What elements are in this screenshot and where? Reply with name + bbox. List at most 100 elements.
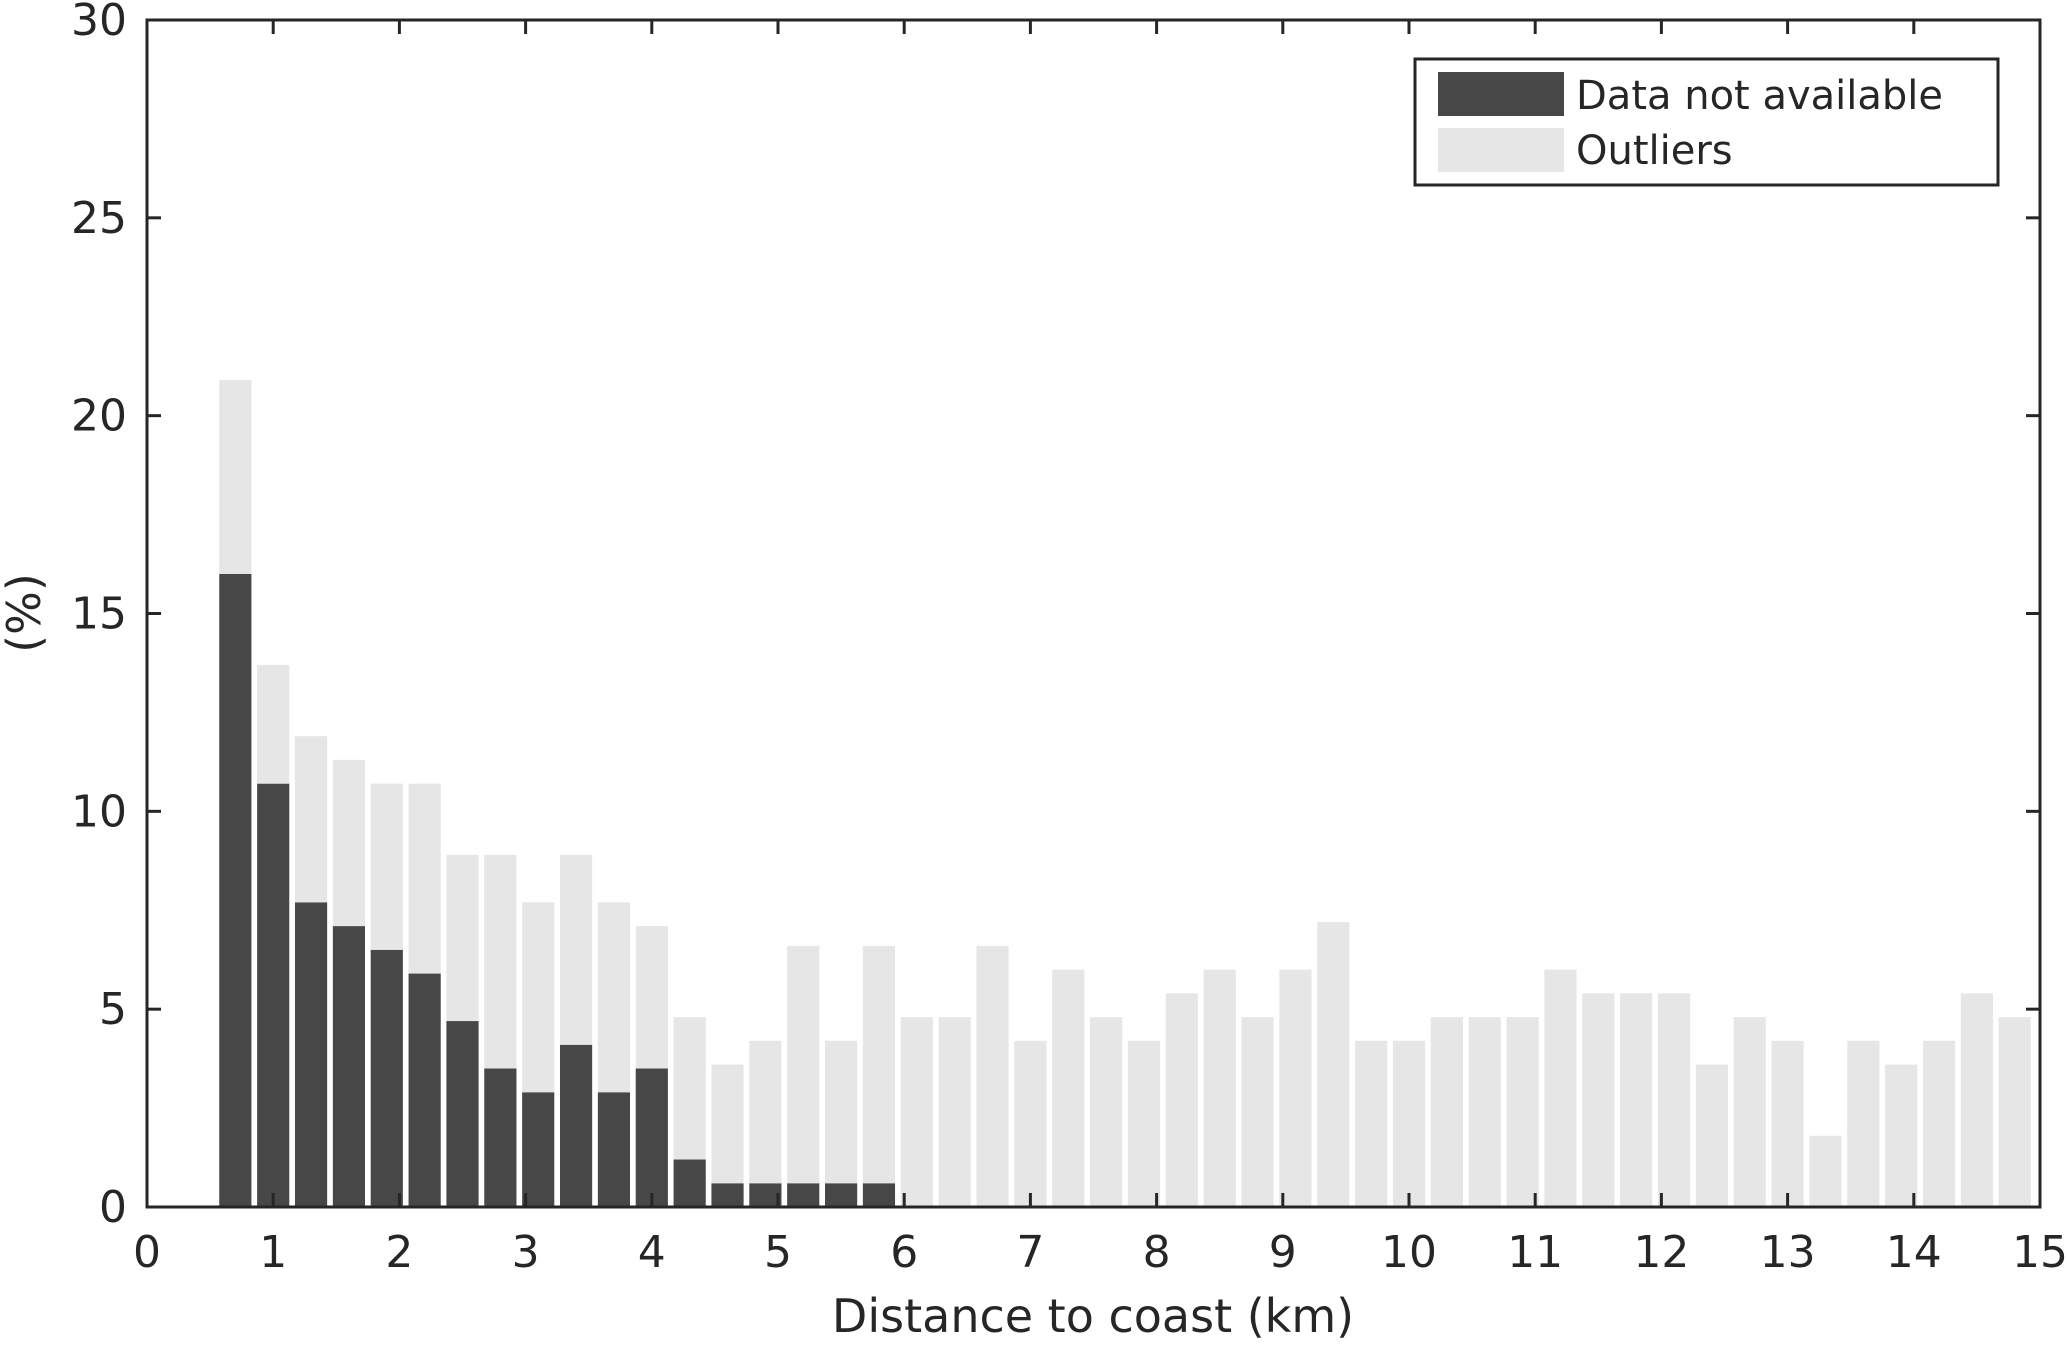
bar-outliers-28: [1279, 969, 1312, 1207]
bar-outliers-7: [484, 854, 517, 1069]
bar-outliers-2: [294, 736, 328, 903]
x-tick-label-2: 2: [385, 1227, 413, 1278]
bar-outliers-29: [1317, 922, 1350, 1207]
y-tick-label-1: 5: [99, 984, 127, 1035]
bar-outliers-38: [1657, 993, 1691, 1207]
bar-outliers-4: [370, 783, 403, 950]
bar-outliers-31: [1392, 1040, 1426, 1207]
bar-data-not-available-9: [559, 1044, 593, 1207]
ticks-layer: [145, 18, 2042, 1209]
x-tick-label-3: 3: [512, 1227, 540, 1278]
bar-data-not-available-17: [862, 1183, 896, 1207]
bar-outliers-18: [900, 1017, 933, 1207]
bar-outliers-6: [446, 854, 479, 1022]
bar-outliers-5: [408, 783, 441, 974]
x-tick-label-1: 1: [259, 1227, 287, 1278]
x-tick-label-15: 15: [2012, 1227, 2067, 1278]
bar-outliers-8: [522, 902, 555, 1093]
bar-data-not-available-7: [484, 1068, 517, 1207]
bar-outliers-19: [938, 1017, 971, 1207]
bar-data-not-available-0: [219, 573, 252, 1207]
x-tick-label-10: 10: [1381, 1227, 1437, 1278]
bar-data-not-available-11: [635, 1068, 668, 1207]
bar-outliers-12: [673, 1017, 706, 1160]
bar-outliers-16: [825, 1040, 858, 1184]
bar-outliers-33: [1468, 1017, 1501, 1207]
x-tick-label-5: 5: [764, 1227, 792, 1278]
bar-outliers-44: [1885, 1064, 1918, 1207]
x-tick-label-12: 12: [1633, 1227, 1689, 1278]
x-tick-label-6: 6: [890, 1227, 918, 1278]
bar-outliers-42: [1809, 1135, 1842, 1207]
bars-layer: [219, 380, 2031, 1207]
bar-outliers-41: [1771, 1040, 1804, 1207]
bar-outliers-45: [1922, 1040, 1956, 1207]
bar-outliers-10: [597, 902, 631, 1093]
y-tick-label-6: 30: [71, 0, 127, 46]
x-tick-label-0: 0: [133, 1227, 161, 1278]
x-axis-label: Distance to coast (km): [832, 1289, 1354, 1343]
y-axis-label: (%): [0, 573, 51, 653]
bar-outliers-25: [1165, 993, 1198, 1207]
bar-outliers-24: [1127, 1040, 1161, 1207]
bar-data-not-available-6: [446, 1021, 479, 1207]
y-tick-label-2: 10: [71, 786, 127, 837]
y-tick-label-3: 15: [71, 589, 127, 640]
legend: Data not available Outliers: [1413, 57, 2000, 187]
bar-data-not-available-14: [749, 1183, 782, 1207]
bar-outliers-34: [1506, 1017, 1539, 1207]
y-tick-label-5: 25: [71, 193, 127, 244]
bar-data-not-available-4: [370, 949, 403, 1207]
bar-data-not-available-16: [825, 1183, 858, 1207]
bar-outliers-46: [1960, 993, 1993, 1207]
bar-data-not-available-1: [257, 783, 290, 1207]
bar-outliers-15: [787, 945, 820, 1184]
bar-outliers-23: [1090, 1017, 1123, 1207]
bar-data-not-available-13: [711, 1183, 744, 1207]
bar-data-not-available-3: [332, 926, 366, 1207]
y-tick-label-4: 20: [71, 391, 127, 442]
bar-outliers-47: [1998, 1017, 2031, 1207]
x-tick-label-7: 7: [1016, 1227, 1044, 1278]
bar-data-not-available-5: [408, 973, 441, 1207]
bar-outliers-32: [1430, 1017, 1463, 1207]
bar-outliers-13: [711, 1064, 744, 1184]
bar-outliers-20: [976, 945, 1009, 1207]
bar-data-not-available-12: [673, 1159, 706, 1207]
x-tick-label-8: 8: [1143, 1227, 1171, 1278]
bar-outliers-26: [1203, 969, 1236, 1207]
bar-outliers-27: [1241, 1017, 1274, 1207]
bar-outliers-39: [1695, 1064, 1728, 1207]
x-tick-label-13: 13: [1760, 1227, 1816, 1278]
bar-outliers-3: [332, 759, 366, 927]
legend-label-outliers: Outliers: [1576, 128, 1733, 174]
bar-outliers-17: [862, 945, 896, 1184]
bar-outliers-1: [257, 664, 290, 784]
y-tick-label-0: 0: [99, 1182, 127, 1233]
bar-outliers-35: [1544, 969, 1577, 1207]
bar-outliers-22: [1052, 969, 1085, 1207]
bar-data-not-available-8: [522, 1092, 555, 1207]
x-tick-label-9: 9: [1269, 1227, 1297, 1278]
legend-swatch-outliers: [1438, 128, 1564, 172]
bar-outliers-9: [559, 854, 593, 1045]
bar-outliers-21: [1014, 1040, 1047, 1207]
x-tick-label-11: 11: [1507, 1227, 1563, 1278]
bar-outliers-43: [1847, 1040, 1880, 1207]
bar-outliers-0: [219, 380, 252, 574]
bar-outliers-40: [1733, 1017, 1766, 1207]
bar-outliers-30: [1355, 1040, 1388, 1207]
legend-swatch-data-not-available: [1438, 72, 1564, 116]
bar-data-not-available-15: [787, 1183, 820, 1207]
bar-outliers-36: [1582, 993, 1615, 1207]
x-tick-label-14: 14: [1886, 1227, 1942, 1278]
x-tick-label-4: 4: [638, 1227, 666, 1278]
bar-outliers-11: [635, 926, 668, 1069]
bar-data-not-available-2: [294, 902, 328, 1207]
bar-outliers-37: [1620, 993, 1653, 1207]
bar-outliers-14: [749, 1040, 782, 1184]
bar-data-not-available-10: [597, 1092, 631, 1207]
